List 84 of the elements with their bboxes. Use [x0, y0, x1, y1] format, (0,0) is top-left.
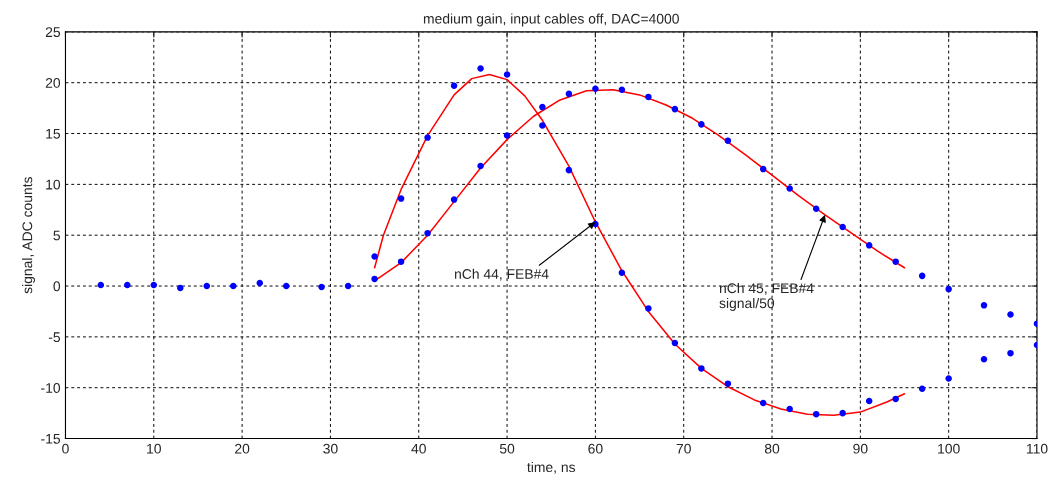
point — [371, 275, 378, 283]
y-tick-label: -5 — [48, 332, 61, 343]
point — [645, 305, 652, 312]
x-tick-label: 70 — [676, 443, 691, 454]
point — [1007, 349, 1014, 357]
point — [318, 283, 325, 291]
point — [97, 281, 105, 289]
point — [565, 90, 573, 98]
point — [450, 82, 458, 89]
point — [503, 71, 511, 78]
annotation: nCh 45, FEB#4 signal/50 — [719, 282, 814, 311]
point — [671, 105, 679, 113]
point — [724, 137, 732, 144]
x-tick-label: 50 — [499, 443, 515, 454]
point — [671, 339, 679, 347]
point — [839, 409, 846, 417]
point — [892, 395, 899, 403]
point — [397, 258, 405, 265]
point — [450, 196, 458, 203]
y-axis-title: signal, ADC counts — [22, 177, 35, 294]
point — [124, 281, 131, 289]
point — [786, 405, 793, 413]
point — [618, 269, 626, 277]
point — [945, 375, 952, 382]
point — [150, 281, 158, 289]
point — [477, 162, 484, 170]
point — [865, 397, 873, 405]
x-tick-label: 0 — [62, 443, 69, 454]
point — [812, 410, 820, 418]
point — [283, 282, 290, 290]
point — [724, 380, 732, 387]
x-tick-label: 30 — [323, 443, 338, 454]
point — [698, 365, 705, 372]
point — [503, 132, 511, 139]
point — [980, 355, 988, 363]
point — [945, 285, 952, 293]
point — [839, 223, 846, 231]
point — [759, 165, 767, 173]
x-tick-label: 80 — [764, 443, 780, 454]
annotation: nCh 44, FEB#4 — [455, 268, 549, 281]
x-tick-label: 40 — [411, 443, 426, 454]
point — [592, 85, 599, 93]
point — [203, 282, 211, 290]
x-tick-label: 10 — [147, 443, 161, 454]
y-tick-label: 5 — [53, 230, 61, 241]
point — [980, 302, 988, 309]
point — [177, 284, 184, 292]
point — [759, 399, 767, 407]
x-tick-label: 100 — [938, 443, 960, 454]
point — [539, 103, 546, 111]
point — [645, 93, 652, 101]
x-tick-label: 90 — [853, 443, 868, 454]
point — [256, 279, 264, 287]
y-tick-label: -15 — [41, 434, 61, 444]
y-tick-label: -10 — [41, 383, 61, 393]
x-tick-label: 20 — [235, 443, 250, 454]
point — [1007, 311, 1014, 318]
line-series — [373, 73, 906, 416]
x-tick-label: 60 — [588, 443, 603, 454]
point — [786, 185, 793, 192]
point — [424, 229, 431, 237]
point — [230, 282, 237, 290]
point — [618, 86, 626, 94]
chart-title: medium gain, input cables off, DAC=4000 — [423, 13, 679, 27]
point — [892, 258, 899, 265]
point — [812, 205, 820, 213]
point — [865, 242, 873, 249]
point — [918, 385, 926, 392]
point — [344, 282, 352, 290]
y-tick-label: 0 — [53, 281, 61, 292]
y-tick-label: 15 — [46, 129, 61, 139]
point — [565, 166, 573, 174]
point — [477, 65, 484, 72]
point — [539, 122, 546, 129]
y-tick-label: 10 — [46, 179, 61, 190]
point — [424, 134, 431, 141]
point — [397, 195, 405, 202]
y-tick-label: 25 — [45, 27, 61, 38]
x-axis-title: time, ns — [527, 461, 576, 474]
point — [371, 253, 378, 260]
point — [918, 272, 926, 280]
point — [698, 121, 705, 128]
y-tick-label: 20 — [45, 78, 61, 88]
x-tick-label: 110 — [1026, 443, 1048, 454]
